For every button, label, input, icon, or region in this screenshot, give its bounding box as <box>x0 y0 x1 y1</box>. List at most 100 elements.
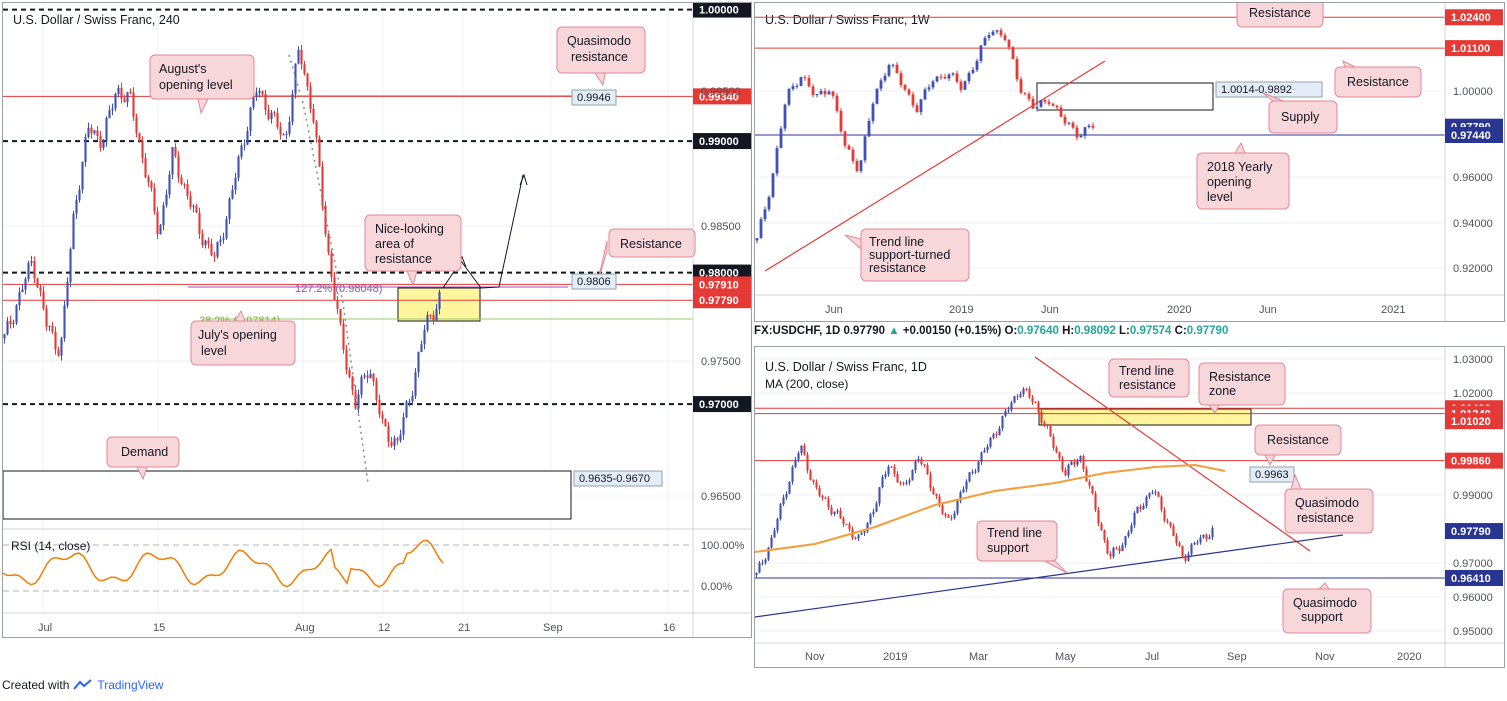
candle-body <box>955 73 959 82</box>
price-tag-bg <box>1445 126 1503 143</box>
candle-body <box>771 173 775 198</box>
candle-body <box>890 466 893 468</box>
candle-body <box>312 108 315 123</box>
price-change: +0.00150 (+0.15%) <box>902 325 1002 337</box>
candle-body <box>63 305 66 339</box>
candle-body <box>108 110 111 119</box>
candle-body <box>1061 458 1064 471</box>
candle-body <box>830 507 833 515</box>
candle-body <box>755 572 758 575</box>
candle-body <box>162 205 165 226</box>
x-tick: 21 <box>458 622 470 634</box>
candle-body <box>1079 456 1082 462</box>
candle-body <box>1027 93 1031 99</box>
chart-4h-panel[interactable]: U.S. Dollar / Swiss Franc, 240 127.2% (0… <box>2 2 752 638</box>
price-tag-bg <box>693 133 751 150</box>
chart-4h[interactable]: U.S. Dollar / Swiss Franc, 240 127.2% (0… <box>3 3 751 637</box>
chart-1w[interactable]: U.S. Dollar / Swiss Franc, 1W 1.0014-0.9… <box>755 3 1504 321</box>
candle-body <box>165 194 168 206</box>
candle-body <box>884 474 887 477</box>
candle-body <box>432 314 435 321</box>
candle-body <box>1136 506 1139 514</box>
y-tick: 1.00000 <box>1453 86 1493 98</box>
candle-body <box>959 81 963 90</box>
candle-body <box>405 401 408 418</box>
chart-1d[interactable]: U.S. Dollar / Swiss Franc, 1D MA (200, c… <box>755 347 1504 667</box>
candle-body <box>300 49 303 65</box>
price-tag-bg <box>693 276 751 293</box>
x-tick: 2020 <box>1397 651 1421 663</box>
svg-text:opening level: opening level <box>159 78 233 92</box>
trendline-resistance-1d <box>1034 356 1311 552</box>
candle-body <box>384 418 387 427</box>
low-label: L: <box>1119 325 1130 337</box>
symbol-infobar: FX:USDCHF, 1D 0.97790 ▲ +0.00150 (+0.15%… <box>754 325 1228 337</box>
y-tick: 0.92000 <box>1453 263 1493 275</box>
candle-body <box>1015 59 1019 80</box>
candle-body <box>770 537 773 548</box>
candle-body <box>417 351 420 373</box>
candle-body <box>15 305 18 323</box>
price-tag-bg <box>1445 413 1503 430</box>
footer[interactable]: Created with TradingView <box>2 678 163 692</box>
x-tick: Jun <box>1259 304 1277 316</box>
candle-body <box>396 438 399 441</box>
candle-body <box>932 488 935 495</box>
y-tick: 0.94000 <box>1453 218 1493 230</box>
candle-body <box>318 137 321 167</box>
price-tag: 0.97790 <box>699 295 739 307</box>
demand-zone <box>3 470 572 520</box>
chart-1d-panel[interactable]: U.S. Dollar / Swiss Franc, 1D MA (200, c… <box>754 346 1505 668</box>
candle-body <box>968 472 971 482</box>
candle-body <box>999 30 1003 36</box>
candle-body <box>875 88 879 104</box>
candle-body <box>114 94 117 109</box>
candle-body <box>1106 539 1109 554</box>
candle-body <box>159 225 162 235</box>
candle-body <box>947 515 950 518</box>
candle-body <box>1087 125 1091 128</box>
price-tag-bg <box>1445 570 1503 587</box>
price-tag: 0.99340 <box>699 91 739 103</box>
candle-body <box>809 470 812 481</box>
candle-body <box>330 252 333 278</box>
candle-body <box>1058 452 1061 459</box>
candle-body <box>799 77 803 86</box>
trendline-support-1d <box>755 534 1344 618</box>
candle-body <box>839 110 843 132</box>
candle-body <box>1028 389 1031 398</box>
fib-ext-label: 127.2% (0.98048) <box>295 283 382 295</box>
candle-body <box>848 524 851 530</box>
candle-body <box>423 330 426 345</box>
candle-body <box>234 177 237 190</box>
chart-1w-panel[interactable]: U.S. Dollar / Swiss Franc, 1W 1.0014-0.9… <box>754 2 1505 322</box>
candle-body <box>989 437 992 447</box>
candle-body <box>851 149 855 162</box>
candle-body <box>363 375 366 377</box>
candle-body <box>800 445 803 454</box>
candle-body <box>866 522 869 532</box>
tradingview-link[interactable]: TradingView <box>97 678 164 692</box>
x-tick: Nov <box>805 651 825 663</box>
candle-body <box>835 95 839 111</box>
svg-text:2018 Yearly: 2018 Yearly <box>1207 160 1273 174</box>
price-tag: 0.97000 <box>699 399 739 411</box>
candle-body <box>1127 532 1130 537</box>
callout-1d-trend-sup: Trend line support <box>976 520 1068 574</box>
candle-body <box>288 121 291 134</box>
y-tick: 0.98500 <box>701 221 741 233</box>
candle-body <box>983 37 987 46</box>
candle-body <box>3 334 6 339</box>
candle-body <box>222 237 225 240</box>
candle-body <box>785 493 788 498</box>
candle-body <box>42 291 45 309</box>
resistance-zone-1d <box>1038 408 1252 426</box>
candle-body <box>759 219 763 239</box>
candle-body <box>903 84 907 90</box>
chart-1d-candles <box>755 386 1214 578</box>
candle-body <box>54 331 57 350</box>
candle-body <box>240 145 243 157</box>
candle-body <box>893 466 896 474</box>
candle-body <box>836 510 839 512</box>
candle-body <box>48 325 51 327</box>
